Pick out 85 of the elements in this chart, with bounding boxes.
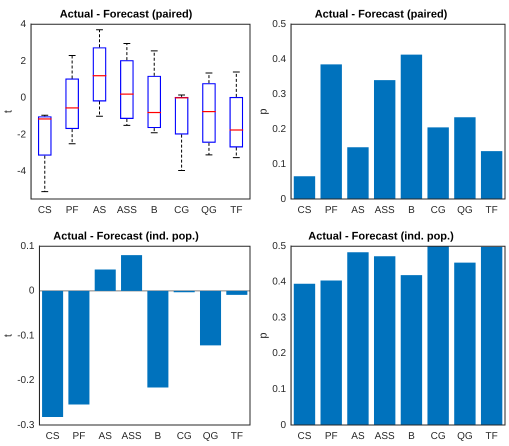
x-tick-label: CG bbox=[174, 204, 190, 216]
y-tick-label: 0.5 bbox=[272, 18, 287, 30]
y-axis-title: t bbox=[2, 334, 15, 338]
x-tick-label: TF bbox=[230, 430, 243, 442]
x-tick-label: AS bbox=[98, 430, 112, 442]
chart-title: Actual - Forecast (paired) bbox=[314, 8, 448, 21]
x-tick-label: AS bbox=[351, 204, 365, 216]
y-tick-label: -0.3 bbox=[17, 420, 35, 431]
bar bbox=[320, 64, 342, 199]
x-tick-label: CG bbox=[430, 204, 446, 216]
x-tick-label: AS bbox=[92, 204, 106, 216]
bar bbox=[480, 151, 502, 199]
bar bbox=[200, 290, 222, 346]
bar bbox=[347, 252, 369, 425]
y-tick-label: 0 bbox=[280, 420, 287, 431]
y-tick-label: 0.1 bbox=[272, 158, 287, 170]
chart-title: Actual - Forecast (ind. pop.) bbox=[53, 230, 200, 243]
y-axis-title: p bbox=[258, 108, 270, 115]
y-tick-label: -2 bbox=[17, 129, 27, 140]
x-tick-label: TF bbox=[230, 204, 242, 216]
x-tick-label: CS bbox=[298, 430, 312, 442]
chart-title: Actual - Forecast (paired) bbox=[60, 8, 193, 21]
bar bbox=[480, 246, 502, 425]
x-tick-label: QG bbox=[202, 430, 219, 442]
bar bbox=[294, 176, 316, 199]
bar bbox=[294, 284, 316, 425]
x-tick-label: TF bbox=[486, 204, 498, 216]
x-tick-label: B bbox=[408, 204, 416, 216]
x-tick-label: ASS bbox=[116, 204, 138, 216]
y-axis-title: t bbox=[2, 110, 15, 114]
x-tick-label: CS bbox=[38, 204, 52, 216]
y-tick-label: -0.1 bbox=[17, 330, 35, 342]
y-tick-label: 0.3 bbox=[272, 88, 287, 100]
bar bbox=[121, 255, 142, 291]
x-tick-label: QG bbox=[457, 204, 473, 216]
y-tick-label: 0.4 bbox=[272, 276, 287, 288]
bar bbox=[400, 54, 422, 199]
bar bbox=[374, 80, 396, 199]
bar bbox=[454, 117, 476, 199]
x-tick-label: CG bbox=[176, 430, 192, 442]
bar bbox=[427, 246, 449, 425]
y-tick-label: -0.2 bbox=[17, 375, 35, 386]
x-tick-label: ASS bbox=[374, 430, 396, 442]
x-tick-label: B bbox=[408, 430, 416, 442]
x-tick-label: CS bbox=[298, 204, 312, 216]
y-tick-label: 0 bbox=[280, 194, 287, 205]
bar bbox=[42, 290, 64, 417]
bar bbox=[226, 290, 248, 295]
y-tick-label: 0.4 bbox=[272, 54, 287, 65]
bar bbox=[400, 275, 422, 425]
x-tick-label: ASS bbox=[374, 204, 396, 216]
x-tick-label: CG bbox=[430, 430, 446, 442]
x-tick-label: TF bbox=[486, 430, 498, 442]
x-tick-label: QG bbox=[201, 204, 217, 216]
y-tick-label: -4 bbox=[17, 166, 27, 178]
x-tick-label: ASS bbox=[122, 430, 142, 442]
y-tick-label: 0.5 bbox=[272, 240, 287, 252]
chart-title: Actual - Forecast (ind. pop.) bbox=[308, 230, 454, 243]
x-tick-label: B bbox=[150, 204, 158, 216]
bar bbox=[374, 256, 396, 425]
y-tick-label: 4 bbox=[20, 18, 27, 30]
y-tick-label: 0.3 bbox=[272, 312, 287, 324]
bar bbox=[320, 280, 342, 425]
bar bbox=[454, 262, 476, 425]
bar bbox=[147, 290, 168, 388]
bar bbox=[347, 147, 369, 199]
x-tick-label: PF bbox=[72, 430, 86, 442]
bar bbox=[94, 269, 116, 291]
y-tick-label: 0.2 bbox=[272, 124, 287, 135]
y-axis-title: p bbox=[258, 332, 270, 339]
x-tick-label: AS bbox=[351, 430, 365, 442]
x-tick-label: CS bbox=[46, 430, 60, 442]
y-tick-label: 0 bbox=[20, 92, 27, 104]
bar bbox=[427, 127, 449, 199]
y-tick-label: 2 bbox=[20, 56, 27, 67]
y-tick-label: 0 bbox=[28, 286, 35, 297]
x-tick-label: QG bbox=[457, 430, 473, 442]
x-tick-label: PF bbox=[324, 430, 338, 442]
x-tick-label: PF bbox=[324, 204, 338, 216]
x-tick-label: B bbox=[154, 430, 162, 442]
y-tick-label: 0.2 bbox=[272, 348, 287, 360]
y-tick-label: 0.1 bbox=[20, 240, 35, 252]
bar bbox=[68, 290, 90, 404]
y-tick-label: 0.1 bbox=[272, 384, 287, 395]
x-tick-label: PF bbox=[66, 204, 79, 216]
